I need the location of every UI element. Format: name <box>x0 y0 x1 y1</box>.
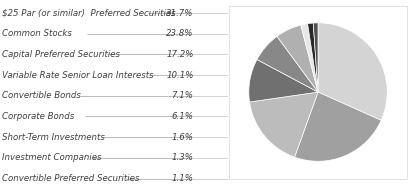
Wedge shape <box>313 23 318 92</box>
Text: 1.3%: 1.3% <box>172 153 194 162</box>
Wedge shape <box>277 25 318 92</box>
Text: 1.6%: 1.6% <box>172 133 194 142</box>
Wedge shape <box>318 23 387 120</box>
Wedge shape <box>249 92 318 157</box>
Text: Convertible Preferred Securities: Convertible Preferred Securities <box>2 174 140 183</box>
Text: Convertible Bonds: Convertible Bonds <box>2 91 81 100</box>
Text: Corporate Bonds: Corporate Bonds <box>2 112 74 121</box>
Text: 23.8%: 23.8% <box>166 29 194 38</box>
Wedge shape <box>308 23 318 92</box>
Text: 31.7%: 31.7% <box>166 9 194 17</box>
Text: 1.1%: 1.1% <box>172 174 194 183</box>
Text: Short-Term Investments: Short-Term Investments <box>2 133 105 142</box>
Text: Common Stocks: Common Stocks <box>2 29 72 38</box>
Wedge shape <box>249 60 318 102</box>
Text: 7.1%: 7.1% <box>172 91 194 100</box>
Text: Variable Rate Senior Loan Interests: Variable Rate Senior Loan Interests <box>2 71 154 80</box>
Text: 10.1%: 10.1% <box>166 71 194 80</box>
Wedge shape <box>301 24 318 92</box>
Text: Investment Companies: Investment Companies <box>2 153 102 162</box>
Wedge shape <box>294 92 381 161</box>
Wedge shape <box>257 36 318 92</box>
Text: 17.2%: 17.2% <box>166 50 194 59</box>
Text: $25 Par (or similar)  Preferred Securities: $25 Par (or similar) Preferred Securitie… <box>2 9 176 17</box>
Text: Capital Preferred Securities: Capital Preferred Securities <box>2 50 120 59</box>
Text: 6.1%: 6.1% <box>172 112 194 121</box>
